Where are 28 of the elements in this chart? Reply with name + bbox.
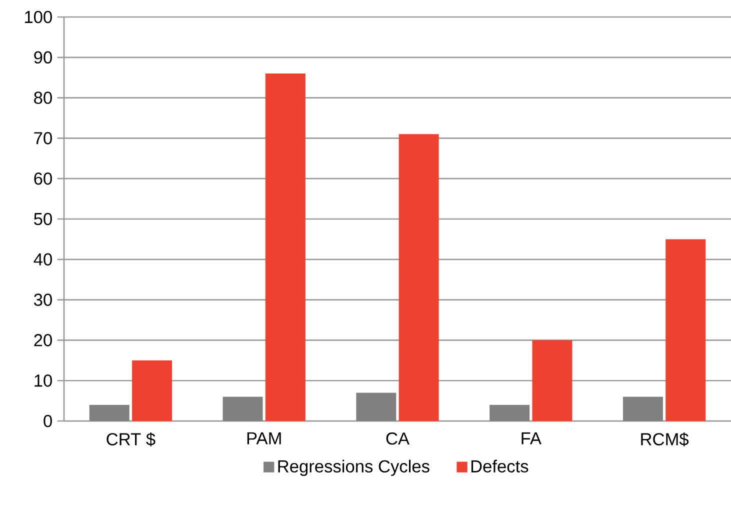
bar <box>622 396 663 421</box>
y-tick-label: 20 <box>34 334 52 346</box>
legend-label: Regressions Cycles <box>278 460 430 476</box>
bar <box>89 404 130 421</box>
y-tick-label: 50 <box>34 212 52 226</box>
y-tick-label: 30 <box>34 294 52 306</box>
bar <box>265 74 306 421</box>
x-tick-label: PAM <box>247 432 281 444</box>
bar <box>132 360 172 421</box>
y-tick-label: 90 <box>34 51 52 64</box>
x-tick-label: CRT $ <box>106 432 156 446</box>
bar <box>398 134 439 421</box>
y-tick-label: 70 <box>34 132 52 144</box>
bar <box>532 340 572 421</box>
x-tick-label: CA <box>386 432 410 445</box>
x-tick-label: RCM$ <box>641 432 689 446</box>
y-tick-label: 40 <box>34 253 52 266</box>
bar <box>356 392 396 421</box>
y-tick-label: 0 <box>44 414 52 428</box>
bar <box>666 239 706 421</box>
y-tick-label: 100 <box>25 10 52 24</box>
x-tick-label: FA <box>522 432 542 444</box>
bar <box>490 404 530 421</box>
y-tick-label: 80 <box>34 92 52 104</box>
bar <box>222 396 263 421</box>
y-tick-label: 60 <box>34 172 52 185</box>
legend-label: Defects <box>471 460 528 472</box>
y-tick-label: 10 <box>34 374 52 387</box>
